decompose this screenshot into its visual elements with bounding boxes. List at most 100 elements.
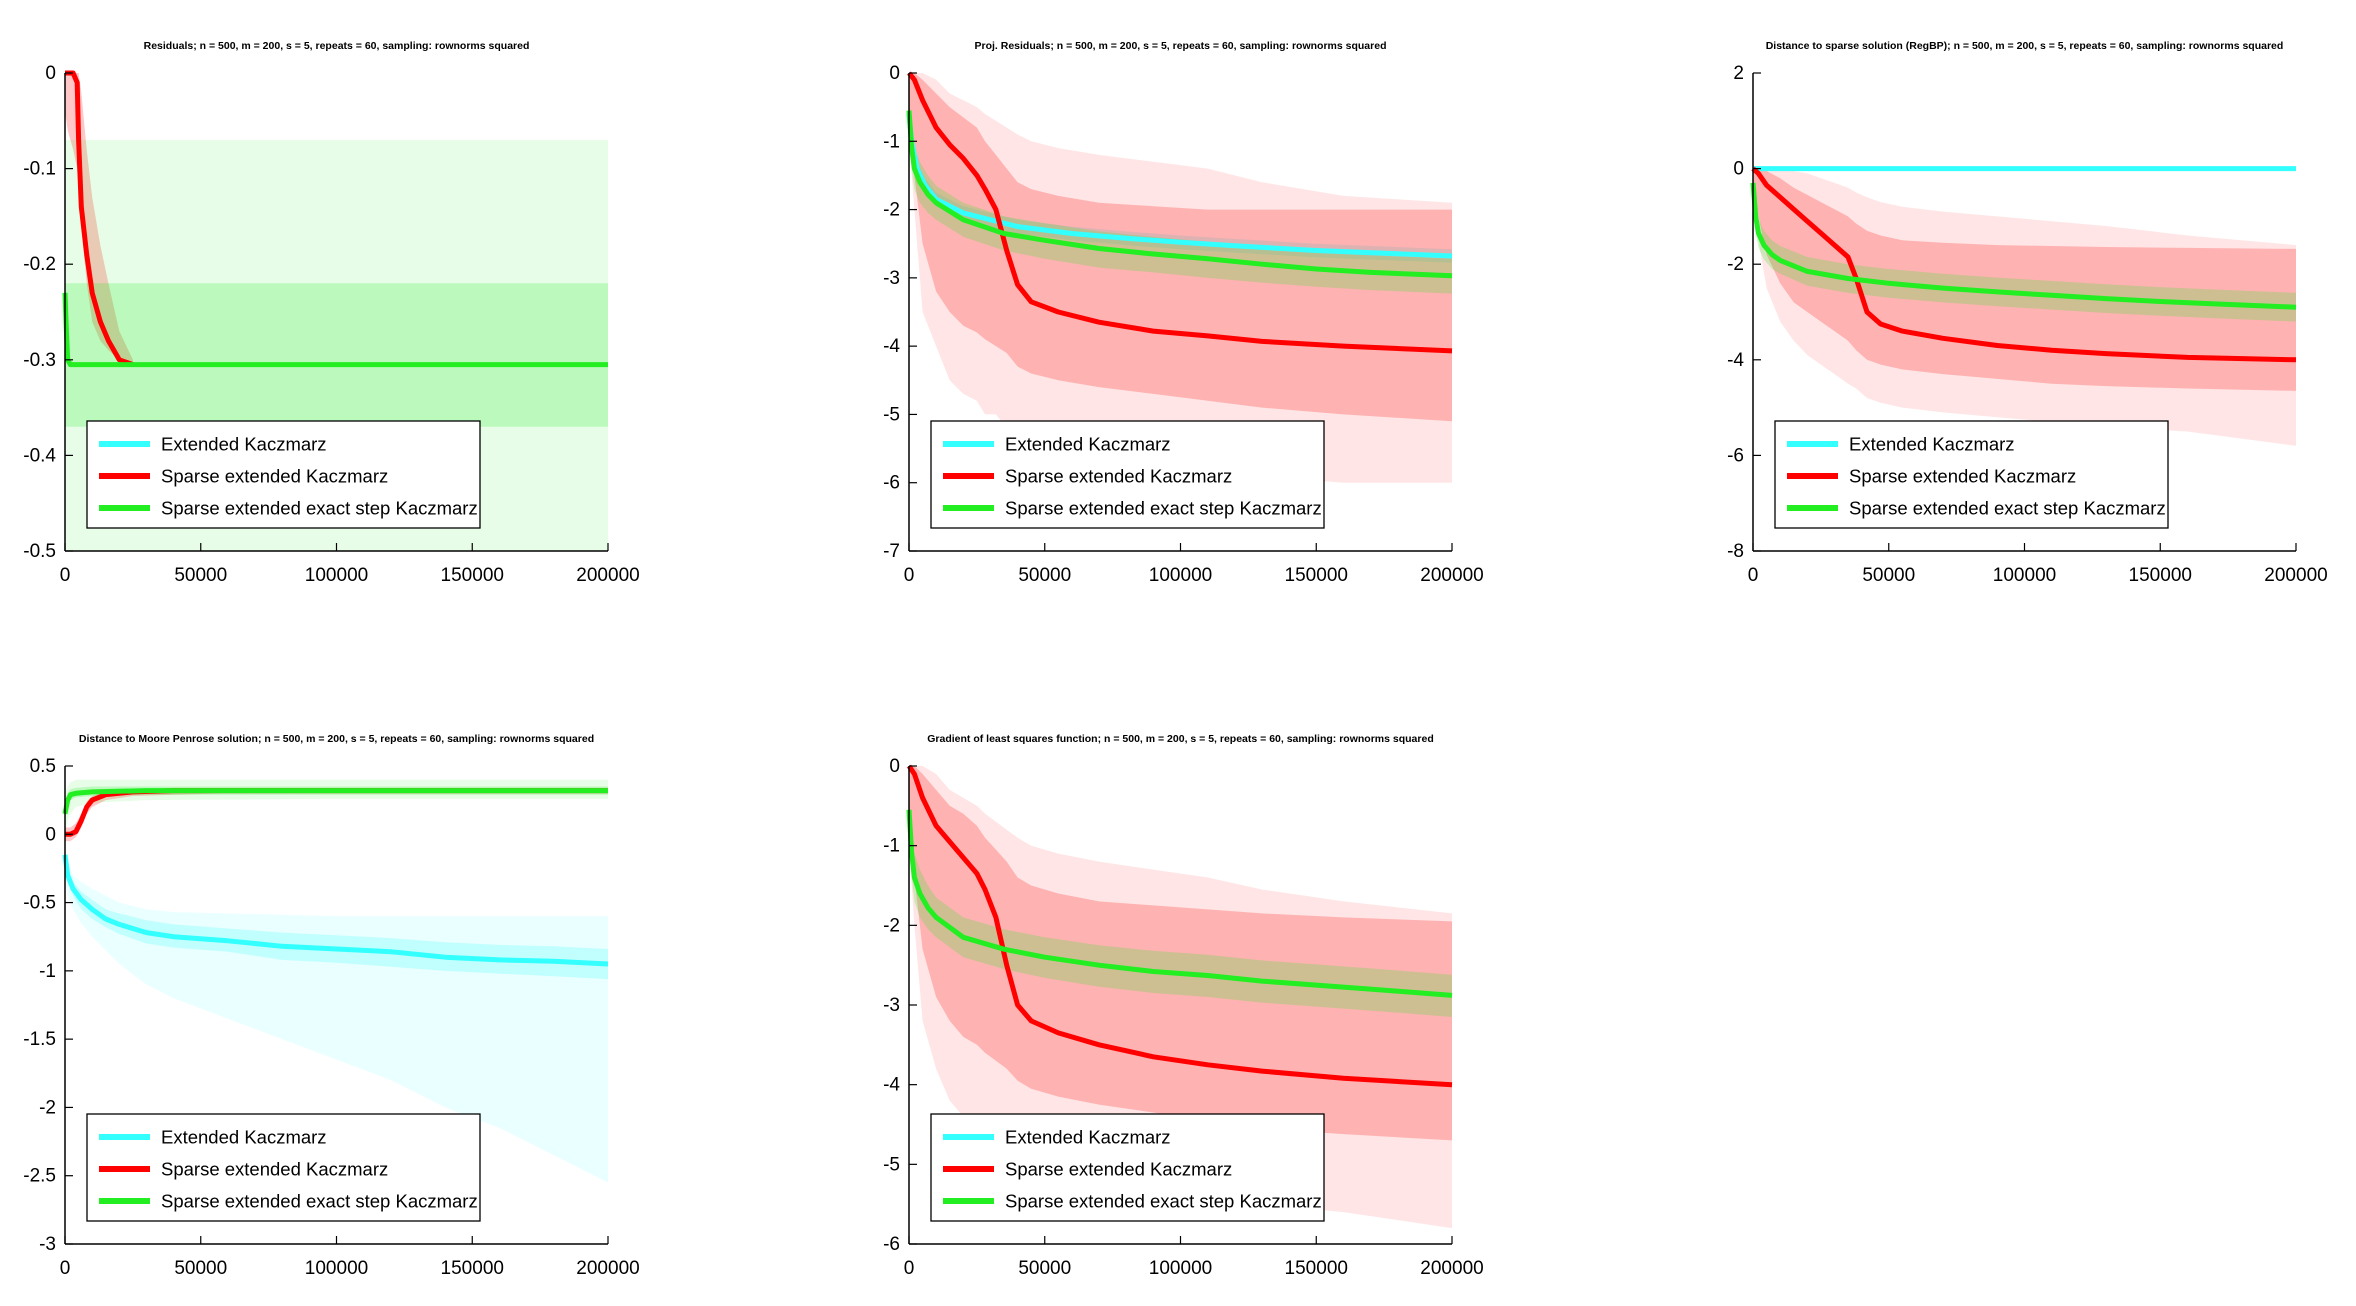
x-tick-label: 50000 <box>1018 1258 1071 1279</box>
series-3-line <box>906 809 1453 998</box>
y-tick-label: -1.5 <box>23 1029 56 1050</box>
series-1-outer-band <box>65 847 608 1183</box>
legend-label: Sparse extended exact step Kaczmarz <box>161 498 478 519</box>
x-tick-label: 150000 <box>2129 565 2192 586</box>
legend-label: Extended Kaczmarz <box>1005 1127 1171 1148</box>
legend-label: Extended Kaczmarz <box>161 434 327 455</box>
series-3-line <box>62 788 608 815</box>
legend: Extended Kaczmarz Sparse extended Kaczmar… <box>1774 420 2169 529</box>
y-tick-label: 2 <box>1733 63 1744 84</box>
legend-box <box>1774 420 2169 529</box>
series-3-band <box>909 789 1452 1017</box>
series-2-outer-band <box>909 73 1452 483</box>
series-2-band <box>909 73 1452 422</box>
x-tick-label: 200000 <box>1420 565 1483 586</box>
series-2-line <box>907 71 1453 354</box>
legend-box <box>86 1113 481 1222</box>
y-tick-label: -1 <box>883 131 900 152</box>
chart-2: 0 50000 100000 150000 200000 0 -1 -2 -3 -4 -5 -6 -7 P… <box>883 40 1484 586</box>
legend: Extended Kaczmarz Sparse extended Kaczmar… <box>930 1113 1325 1222</box>
y-tick-label: -0.2 <box>23 254 56 275</box>
x-tick-label: 200000 <box>576 1258 639 1279</box>
x-tick-label: 0 <box>60 1258 71 1279</box>
chart-title: Gradient of least squares function; n = … <box>927 733 1434 745</box>
legend-box <box>930 420 1325 529</box>
y-tick-label: -3 <box>883 995 900 1016</box>
chart-title: Distance to sparse solution (RegBP); n =… <box>1766 40 2284 52</box>
legend-label: Sparse extended Kaczmarz <box>1005 1159 1232 1180</box>
x-tick-label: 150000 <box>441 1258 504 1279</box>
series-3-line <box>62 292 608 368</box>
series-2-line <box>906 764 1453 1088</box>
series-2-outer-band <box>909 766 1452 1229</box>
x-tick-label: 200000 <box>576 565 639 586</box>
x-tick-label: 0 <box>904 1258 915 1279</box>
legend-label: Sparse extended exact step Kaczmarz <box>1005 498 1322 519</box>
series-2-outer-band <box>1753 168 2296 446</box>
y-tick-label: -5 <box>883 1154 900 1175</box>
legend-label: Sparse extended exact step Kaczmarz <box>161 1191 478 1212</box>
x-tick-label: 0 <box>904 565 915 586</box>
x-tick-label: 100000 <box>305 565 368 586</box>
x-tick-label: 100000 <box>1993 565 2056 586</box>
legend-label: Extended Kaczmarz <box>1849 434 2015 455</box>
y-tick-label: -0.3 <box>23 350 56 371</box>
y-tick-label: 0 <box>889 63 900 84</box>
chart-title: Proj. Residuals; n = 500, m = 200, s = 5… <box>974 40 1386 52</box>
x-tick-label: 150000 <box>1285 1258 1348 1279</box>
series-1-line <box>62 854 609 967</box>
series-2-band <box>1753 168 2296 391</box>
y-tick-label: 0 <box>45 63 56 84</box>
x-tick-label: 0 <box>1748 565 1759 586</box>
y-tick-label: -2.5 <box>23 1166 56 1187</box>
y-tick-label: 0 <box>1733 159 1744 180</box>
y-tick-label: -0.5 <box>23 893 56 914</box>
y-tick-label: -4 <box>1727 350 1744 371</box>
legend-label: Sparse extended exact step Kaczmarz <box>1849 498 2166 519</box>
y-tick-label: -0.4 <box>23 445 56 466</box>
y-tick-label: -0.1 <box>23 159 56 180</box>
legend-label: Sparse extended Kaczmarz <box>1005 466 1232 487</box>
chart-5: 0 50000 100000 150000 200000 0 -1 -2 -3 -4 -5 -6 Gra… <box>883 733 1484 1279</box>
x-tick-label: 200000 <box>1420 1258 1483 1279</box>
x-tick-label: 150000 <box>1285 565 1348 586</box>
y-tick-label: -5 <box>883 404 900 425</box>
y-tick-label: -3 <box>39 1234 56 1255</box>
y-tick-label: 0 <box>889 756 900 777</box>
x-tick-label: 50000 <box>174 1258 227 1279</box>
y-tick-label: 0 <box>45 824 56 845</box>
y-tick-label: -1 <box>39 961 56 982</box>
x-tick-label: 100000 <box>1149 565 1212 586</box>
legend-label: Extended Kaczmarz <box>161 1127 327 1148</box>
y-tick-label: -3 <box>883 268 900 289</box>
legend: Extended Kaczmarz Sparse extended Kaczmar… <box>86 1113 481 1222</box>
series-1-band <box>909 107 1452 263</box>
chart-4: 0 50000 100000 150000 200000 0.5 0 -0.5 -1 -1.5 -2… <box>23 733 639 1279</box>
legend-label: Extended Kaczmarz <box>1005 434 1171 455</box>
y-tick-label: -2 <box>39 1097 56 1118</box>
y-tick-label: -2 <box>883 200 900 221</box>
y-tick-label: -1 <box>883 836 900 857</box>
chart-title: Distance to Moore Penrose solution; n = … <box>79 733 594 745</box>
y-tick-label: -2 <box>1727 254 1744 275</box>
y-tick-label: -6 <box>883 1234 900 1255</box>
y-tick-label: -4 <box>883 336 900 357</box>
chart-title: Residuals; n = 500, m = 200, s = 5, repe… <box>144 40 530 52</box>
series-1-line <box>906 113 1453 259</box>
legend-label: Sparse extended Kaczmarz <box>1849 466 2076 487</box>
x-tick-label: 0 <box>60 565 71 586</box>
y-tick-label: -7 <box>883 541 900 562</box>
y-tick-label: -2 <box>883 915 900 936</box>
legend-label: Sparse extended exact step Kaczmarz <box>1005 1191 1322 1212</box>
chart-1: 0 50000 100000 150000 200000 0 -0.1 -0.2 -0.3 -0.… <box>23 40 639 586</box>
legend-box <box>930 1113 1325 1222</box>
chart-3: 0 50000 100000 150000 200000 2 0 -2 -4 -6 -8 Distan… <box>1727 40 2328 586</box>
legend: Extended Kaczmarz Sparse extended Kaczmar… <box>930 420 1325 529</box>
legend: Extended Kaczmarz Sparse extended Kaczmar… <box>86 420 481 529</box>
series-1-band <box>65 847 608 980</box>
legend-box <box>86 420 481 529</box>
y-tick-label: -4 <box>883 1075 900 1096</box>
series-3-band <box>909 93 1452 294</box>
series-3-band <box>65 283 608 427</box>
